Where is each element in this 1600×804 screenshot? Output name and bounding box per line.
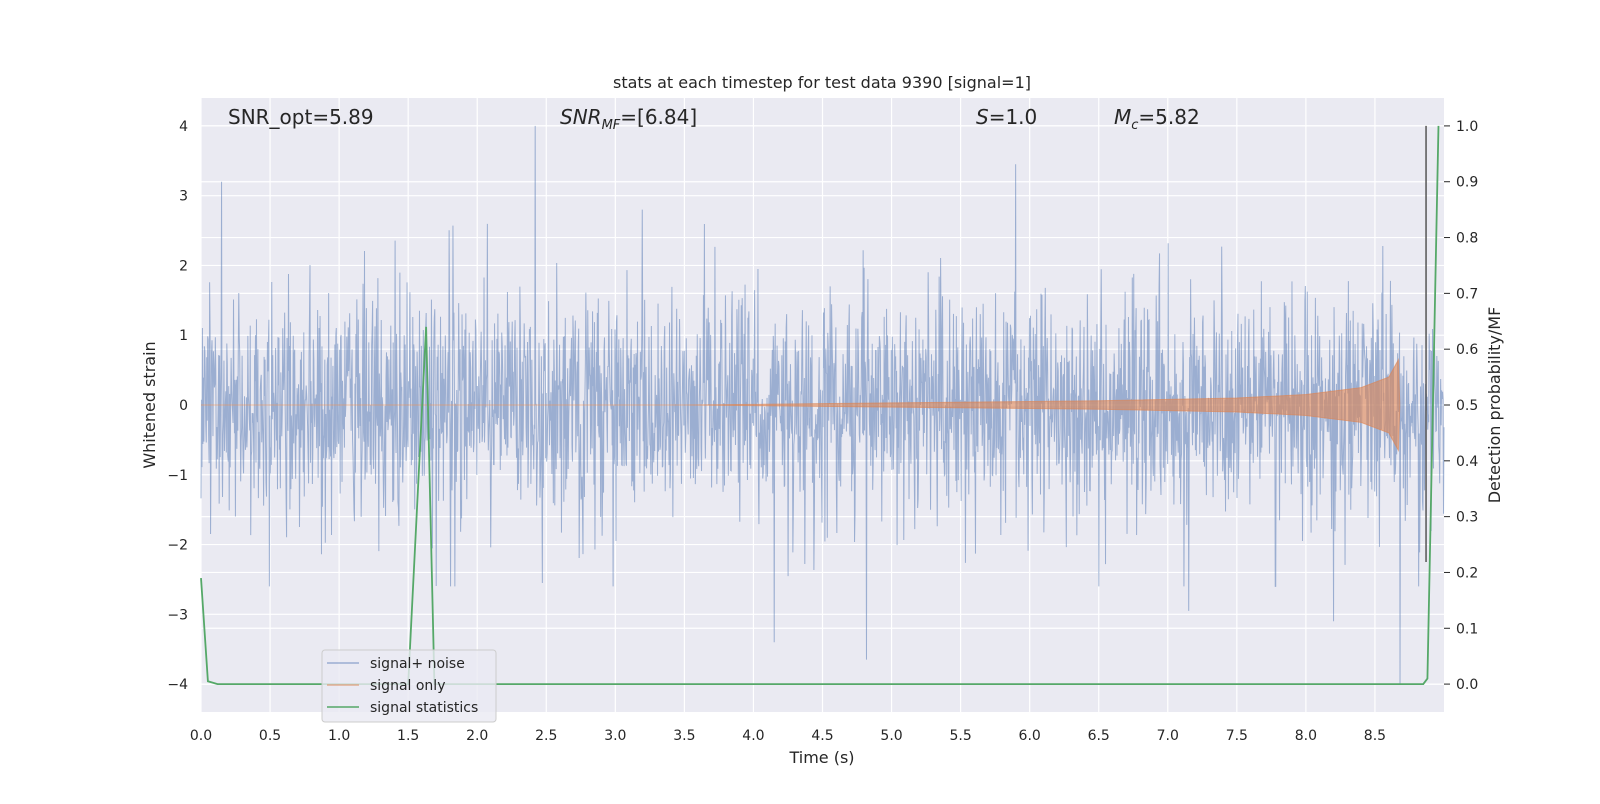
legend-label-signal-only: signal only	[370, 678, 445, 694]
y-tick-label: −1	[167, 468, 188, 484]
y-right-tick-label: 0.7	[1456, 286, 1478, 302]
x-tick-label: 5.0	[880, 728, 902, 744]
signal-statistics-series	[200, 125, 1440, 685]
y-right-tick-label: 0.1	[1456, 621, 1478, 637]
x-tick-label: 6.0	[1019, 728, 1041, 744]
y-tick-label: −3	[167, 607, 188, 623]
x-tick-label: 2.0	[466, 728, 488, 744]
y-right-tick-label: 0.0	[1456, 677, 1478, 693]
annotation-snr-mf-main: SNR	[560, 105, 602, 129]
x-tick-label: 7.5	[1226, 728, 1248, 744]
annotation-snr-mf: SNRMF=[6.84]	[560, 105, 697, 133]
y-right-tick-label: 0.5	[1456, 398, 1478, 414]
y-right-tick-label: 0.4	[1456, 454, 1478, 470]
x-tick-label: 8.0	[1295, 728, 1317, 744]
legend: signal+ noise signal only signal statist…	[321, 649, 497, 723]
y-right-tick-label: 1.0	[1456, 119, 1478, 135]
x-tick-label: 0.5	[259, 728, 281, 744]
x-tick-label: 3.0	[604, 728, 626, 744]
annotation-s: S=1.0	[976, 105, 1037, 129]
x-tick-label: 7.0	[1157, 728, 1179, 744]
x-axis-ticks: 0.0 0.5 1.0 1.5 2.0 2.5 3.0 3.5 4.0 4.5 5.0 5.5 6.0 6…	[190, 728, 1386, 744]
legend-box	[321, 649, 497, 723]
x-tick-label: 1.0	[328, 728, 350, 744]
x-tick-label: 6.5	[1088, 728, 1110, 744]
signal-only-chirp	[684, 357, 1401, 453]
legend-label-signal-noise: signal+ noise	[370, 656, 465, 672]
annotation-mc-value: =5.82	[1138, 105, 1199, 129]
x-tick-label: 8.5	[1364, 728, 1386, 744]
x-tick-label: 4.0	[742, 728, 764, 744]
y-right-tick-label: 0.2	[1456, 565, 1478, 581]
y-right-tick-label: 0.3	[1456, 510, 1478, 526]
y-right-tick-label: 0.6	[1456, 342, 1478, 358]
annotation-snr-mf-sub: MF	[602, 118, 621, 133]
y-right-tick-label: 0.8	[1456, 231, 1478, 247]
y-right-axis-label: Detection probability/MF	[1485, 307, 1504, 504]
y-tick-label: 2	[179, 258, 188, 274]
y-tick-label: −2	[167, 538, 188, 554]
y-right-axis-ticks: 1.0 0.9 0.8 0.7 0.6 0.5 0.4 0.3 0.2 0.1 0.0	[1444, 119, 1478, 693]
y-axis-ticks: 4 3 2 1 0 −1 −2 −3 −4	[167, 119, 188, 693]
y-tick-label: 3	[179, 189, 188, 205]
y-axis-label: Whitened strain	[140, 341, 159, 468]
y-tick-label: −4	[167, 677, 188, 693]
chart-title: stats at each timestep for test data 939…	[613, 73, 1031, 92]
annotation-mc-sub: c	[1131, 118, 1138, 133]
annotation-s-main: S	[976, 105, 989, 129]
signal-noise-series	[200, 125, 1445, 685]
x-tick-label: 1.5	[397, 728, 419, 744]
y-right-tick-label: 0.9	[1456, 175, 1478, 191]
legend-label-signal-statistics: signal statistics	[370, 700, 478, 716]
x-tick-label: 4.5	[811, 728, 833, 744]
x-tick-label: 5.5	[949, 728, 971, 744]
annotation-mc: Mc=5.82	[1114, 105, 1200, 133]
y-tick-label: 4	[179, 119, 188, 135]
annotation-mc-main: M	[1114, 105, 1131, 129]
signal-statistics-line	[200, 125, 1440, 685]
annotation-s-value: =1.0	[989, 105, 1038, 129]
x-axis-label: Time (s)	[788, 748, 854, 767]
annotation-snr-mf-value: =[6.84]	[620, 105, 697, 129]
y-tick-label: 0	[179, 398, 188, 414]
x-tick-label: 2.5	[535, 728, 557, 744]
x-tick-label: 0.0	[190, 728, 212, 744]
annotation-snr-opt: SNR_opt=5.89	[228, 105, 374, 129]
x-tick-label: 3.5	[673, 728, 695, 744]
signal-noise-line	[200, 125, 1445, 685]
y-tick-label: 1	[179, 328, 188, 344]
signal-only-series	[201, 125, 1427, 562]
